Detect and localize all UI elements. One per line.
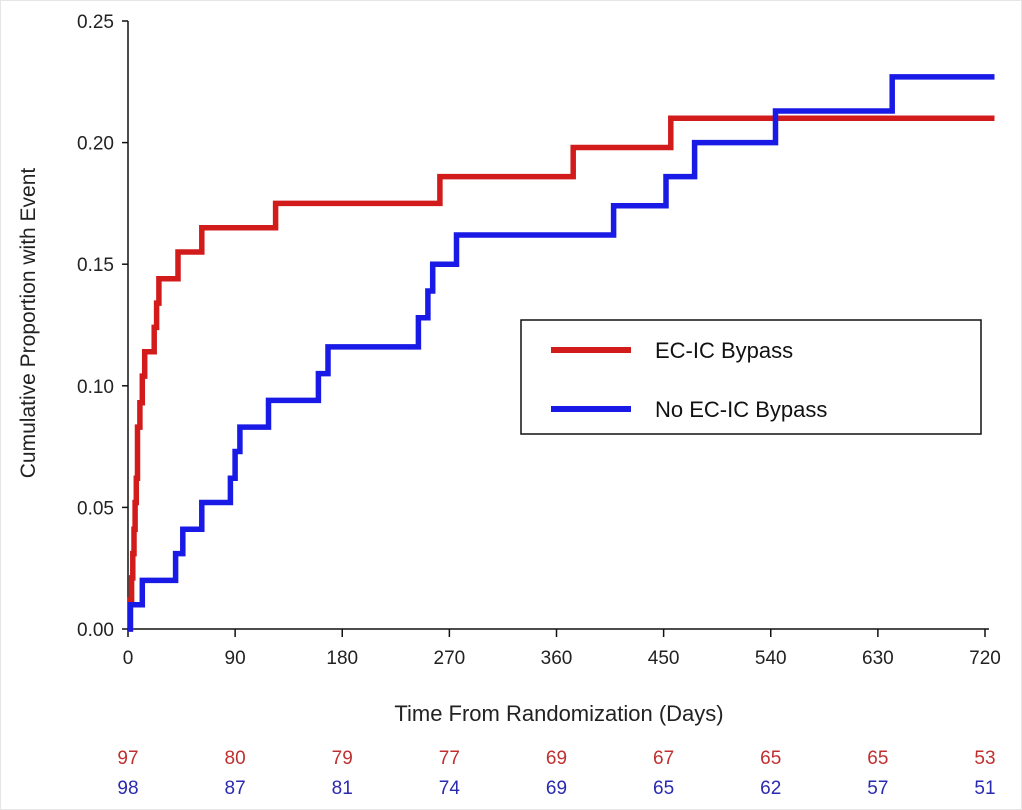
y-tick-label: 0.10 — [77, 377, 114, 398]
at-risk-no-ec-ic: 98 — [117, 778, 138, 799]
at-risk-ec-ic: 65 — [867, 748, 888, 769]
at-risk-no-ec-ic: 51 — [974, 778, 995, 799]
at-risk-no-ec-ic: 62 — [760, 778, 781, 799]
y-axis-label: Cumulative Proportion with Event — [17, 168, 40, 479]
y-tick-label: 0.20 — [77, 134, 114, 155]
legend: EC-IC Bypass No EC-IC Bypass — [520, 319, 982, 435]
series-line-no-ec-ic — [127, 74, 995, 632]
y-tick-label: 0.15 — [77, 255, 114, 276]
x-tick-label: 630 — [862, 648, 894, 669]
x-tick-label: 720 — [969, 648, 1001, 669]
legend-label-ec-ic: EC-IC Bypass — [655, 338, 793, 363]
x-tick-label: 270 — [434, 648, 466, 669]
x-tick-label: 90 — [225, 648, 246, 669]
at-risk-ec-ic: 80 — [225, 748, 246, 769]
axes: 0.00 0.05 0.10 0.15 0.20 0.25 0 90 180 270 360 450 5… — [77, 12, 1001, 669]
at-risk-no-ec-ic: 87 — [225, 778, 246, 799]
at-risk-no-ec-ic: 74 — [439, 778, 461, 799]
series-line-ec-ic — [127, 115, 995, 632]
series-layer — [127, 74, 995, 632]
at-risk-no-ec-ic: 65 — [653, 778, 674, 799]
y-tick-label: 0.00 — [77, 620, 114, 641]
x-tick-label: 450 — [648, 648, 680, 669]
at-risk-table: 97 98 80 87 79 81 77 74 69 69 67 65 65 62 65 57 53 51 — [117, 748, 995, 799]
y-tick-label: 0.05 — [77, 498, 114, 519]
at-risk-ec-ic: 69 — [546, 748, 567, 769]
at-risk-no-ec-ic: 57 — [867, 778, 888, 799]
at-risk-ec-ic: 53 — [974, 748, 995, 769]
at-risk-no-ec-ic: 81 — [332, 778, 353, 799]
at-risk-ec-ic: 65 — [760, 748, 781, 769]
legend-box — [520, 319, 982, 435]
at-risk-no-ec-ic: 69 — [546, 778, 567, 799]
x-axis-label: Time From Randomization (Days) — [394, 701, 723, 726]
y-tick-label: 0.25 — [77, 12, 114, 33]
at-risk-ec-ic: 67 — [653, 748, 674, 769]
x-tick-label: 180 — [326, 648, 358, 669]
x-tick-label: 0 — [123, 648, 134, 669]
x-tick-label: 540 — [755, 648, 787, 669]
at-risk-ec-ic: 79 — [332, 748, 353, 769]
at-risk-ec-ic: 77 — [439, 748, 460, 769]
legend-label-no-ec-ic: No EC-IC Bypass — [655, 397, 827, 422]
x-tick-label: 360 — [541, 648, 573, 669]
at-risk-ec-ic: 97 — [117, 748, 138, 769]
